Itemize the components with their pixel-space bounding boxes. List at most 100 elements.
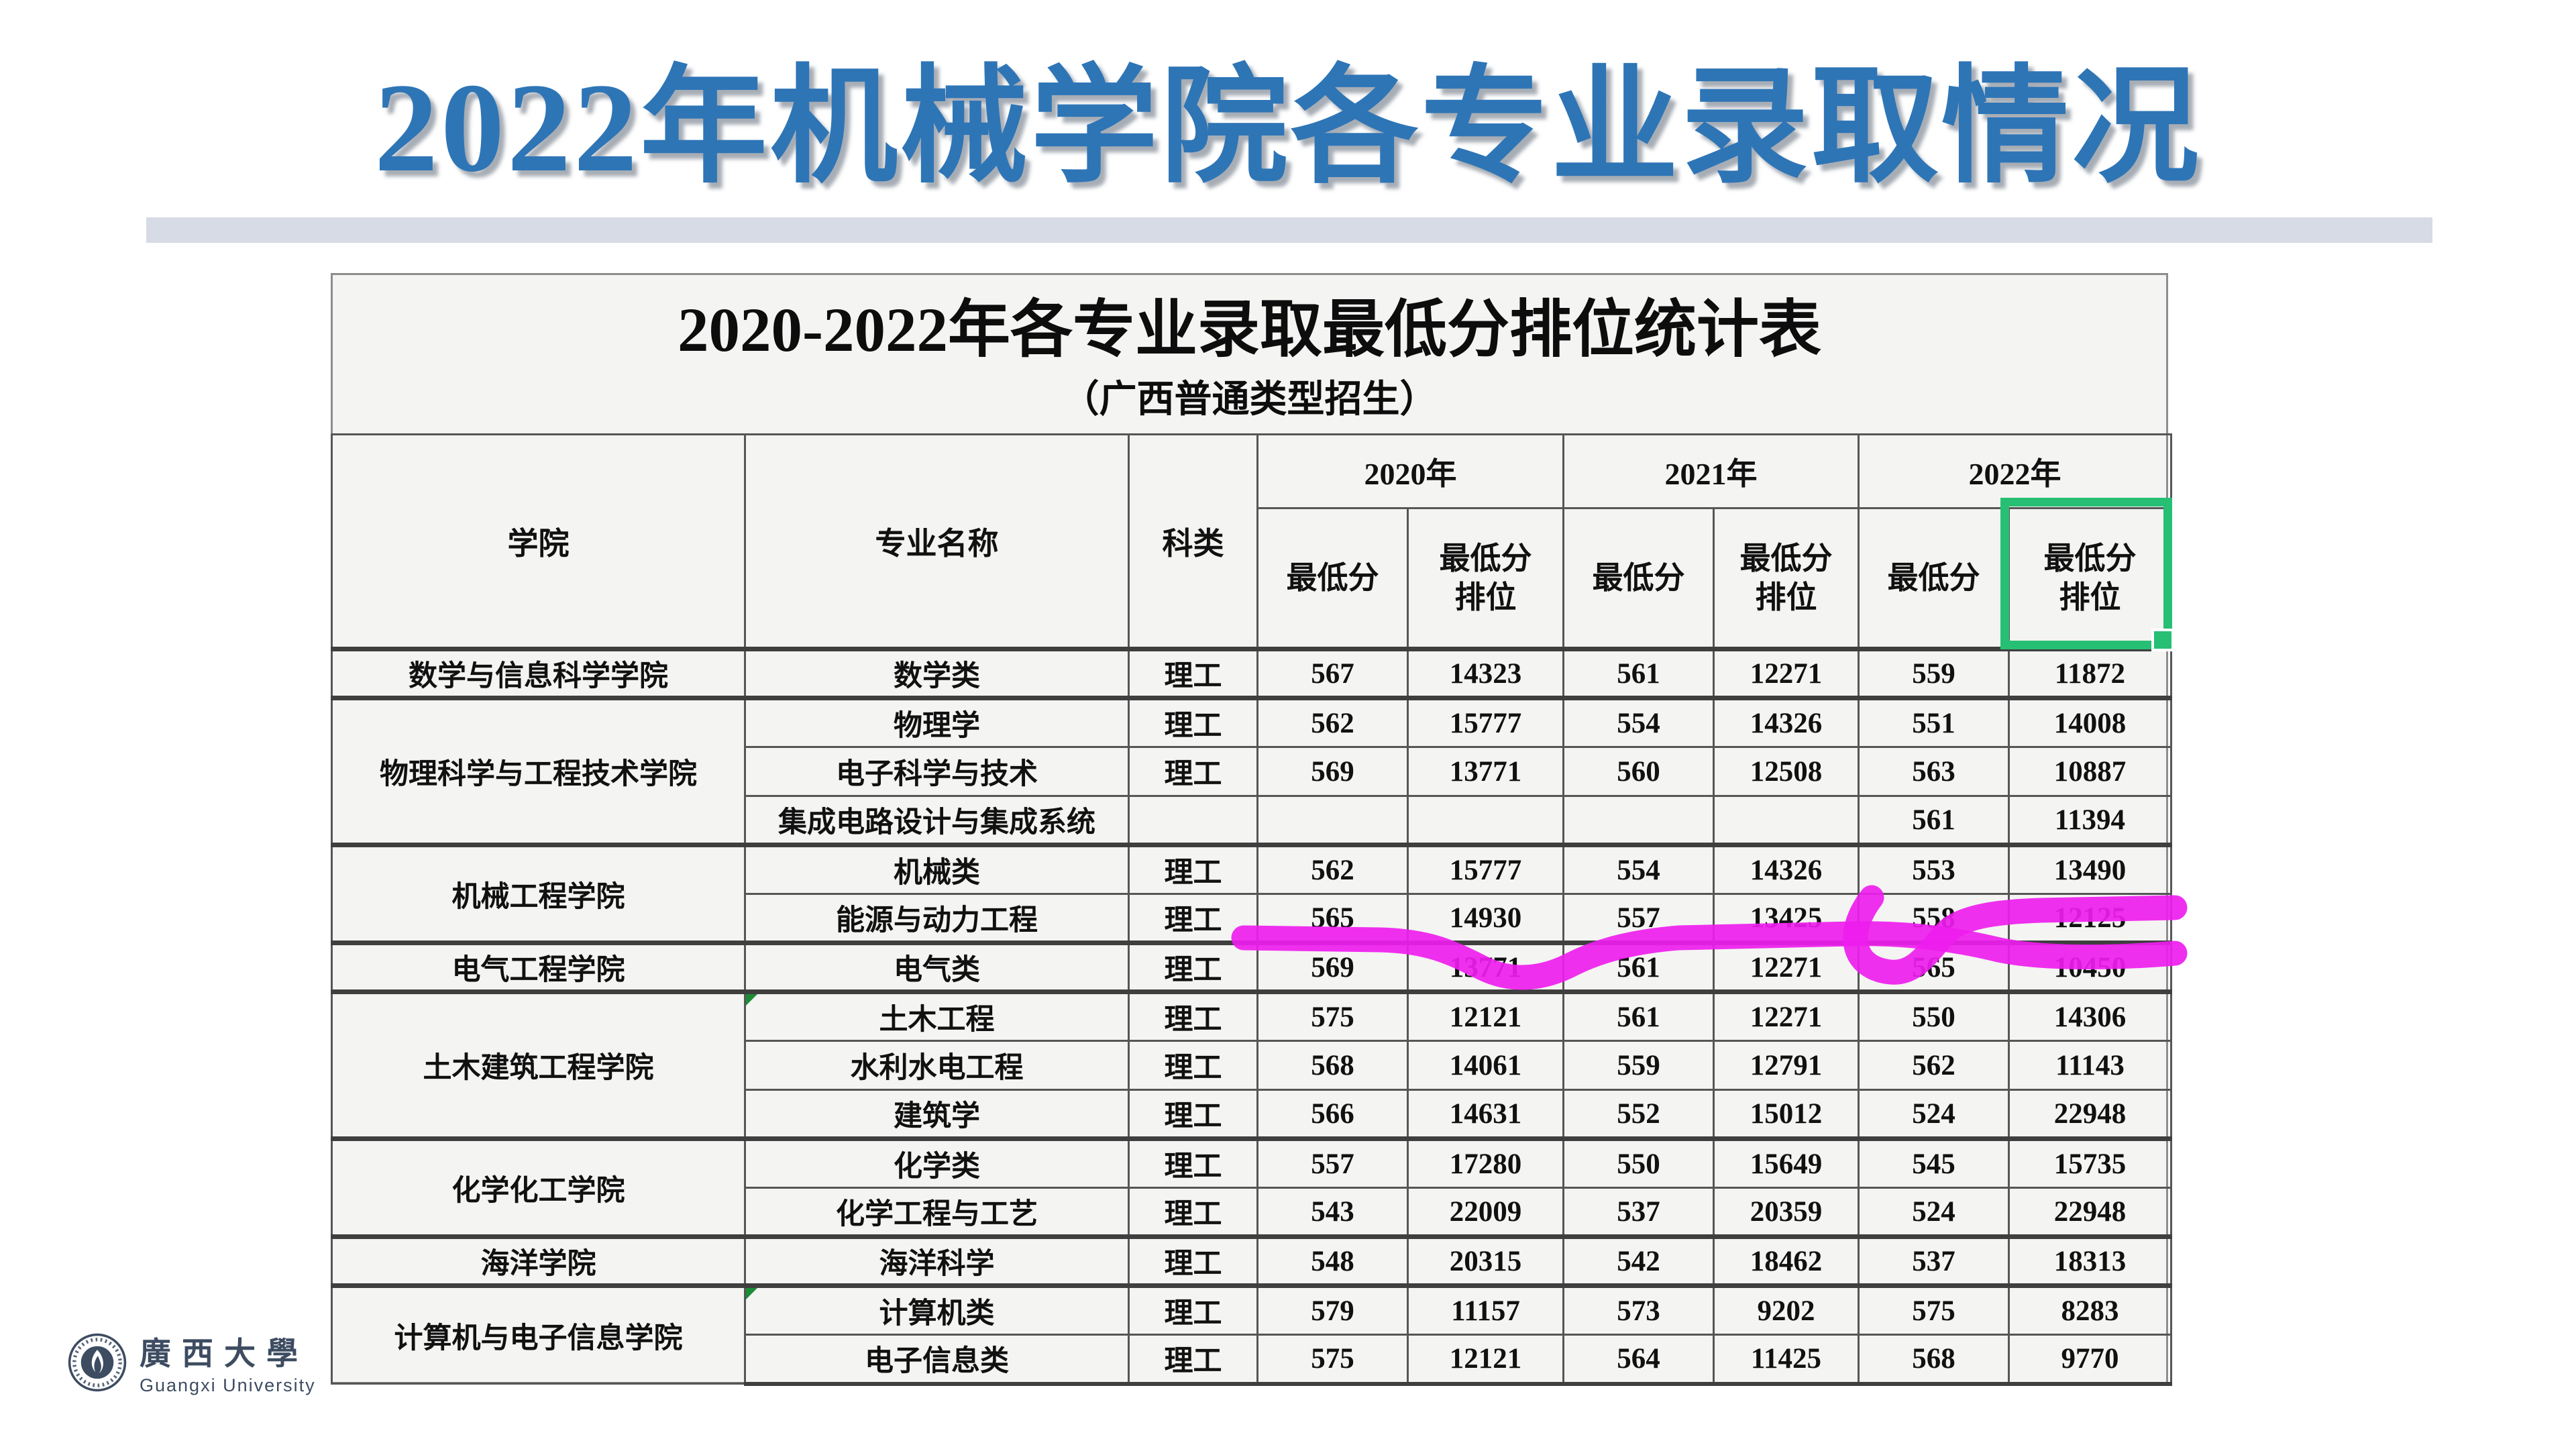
value-cell: 11425 <box>1713 1334 1860 1386</box>
category-cell: 理工 <box>1128 1040 1258 1091</box>
value-cell: 565 <box>1858 941 2010 993</box>
college-cell: 电气工程学院 <box>331 941 746 993</box>
value-cell: 12121 <box>1407 1334 1564 1386</box>
table-body: 数学与信息科学学院 数学类 理工 567 14323 561 12271 559 11872 物理… <box>331 647 2172 1386</box>
header-year-2020: 2020年 <box>1256 433 1564 509</box>
value-cell: 14631 <box>1407 1089 1564 1140</box>
value-cell: 13771 <box>1407 746 1564 797</box>
major-cell: 计算机类 <box>744 1283 1130 1336</box>
major-cell: 机械类 <box>744 843 1130 895</box>
value-cell: 15012 <box>1713 1089 1860 1140</box>
major-cell: 土木工程 <box>744 989 1130 1042</box>
value-cell: 559 <box>1562 1040 1715 1091</box>
major-cell: 电气类 <box>744 941 1130 993</box>
header-major: 专业名称 <box>744 433 1130 650</box>
table-row: 土木建筑工程学院 土木工程 理工 575 12121 561 12271 550 14306 <box>331 989 2172 1140</box>
table-row: 机械工程学院 机械类 理工 562 15777 554 14326 553 13490 <box>331 843 2172 944</box>
header-year-2022: 2022年 <box>1858 433 2172 509</box>
value-cell: 14930 <box>1407 893 1564 944</box>
major-cell: 能源与动力工程 <box>744 893 1130 944</box>
header-min-score-2022: 最低分 <box>1858 507 2010 651</box>
value-cell: 553 <box>1858 843 2010 895</box>
value-cell: 12791 <box>1713 1040 1860 1091</box>
major-cell: 水利水电工程 <box>744 1040 1130 1091</box>
major-cell: 电子信息类 <box>744 1334 1130 1386</box>
major-cell: 建筑学 <box>744 1089 1130 1140</box>
header-min-score-2020: 最低分 <box>1256 507 1409 651</box>
table-title: 2020-2022年各专业录取最低分排位统计表 <box>678 296 1821 365</box>
selection-fill-handle <box>2151 629 2174 651</box>
value-cell: 568 <box>1256 1040 1409 1091</box>
value-cell: 13771 <box>1407 941 1564 993</box>
major-cell: 数学类 <box>744 647 1130 699</box>
value-cell: 545 <box>1858 1136 2010 1189</box>
category-cell: 理工 <box>1128 696 1258 748</box>
value-cell: 565 <box>1256 893 1409 944</box>
logo-name-cn: 廣西大學 <box>140 1337 309 1372</box>
value-cell: 557 <box>1256 1136 1409 1189</box>
value-cell: 12271 <box>1713 647 1860 699</box>
table-row: 集成电路设计与集成系统 561 11394 <box>332 795 2172 846</box>
value-cell: 18313 <box>2008 1234 2172 1287</box>
cell-error-corner-icon <box>747 1290 757 1299</box>
value-cell: 562 <box>1256 843 1409 895</box>
table-row: 电子科学与技术 理工 569 13771 560 12508 563 10887 <box>332 746 2172 797</box>
value-cell: 8283 <box>2008 1283 2172 1336</box>
table-row: 计算机与电子信息学院 计算机类 理工 579 11157 573 9202 575 8283 <box>331 1283 2172 1385</box>
value-cell: 557 <box>1562 893 1715 944</box>
value-cell: 11143 <box>2008 1040 2172 1091</box>
table-row: 电气工程学院 电气类 理工 569 13771 561 12271 565 10450 <box>331 941 2172 993</box>
table-row: 建筑学 理工 566 14631 552 15012 524 22948 <box>332 1089 2172 1140</box>
college-cell: 海洋学院 <box>331 1234 746 1287</box>
value-cell: 559 <box>1858 647 2010 699</box>
selection-box <box>2000 498 2174 651</box>
table-row: 化学工程与工艺 理工 543 22009 537 20359 524 22948 <box>332 1187 2172 1238</box>
major-cell: 物理学 <box>744 696 1130 748</box>
value-cell: 10887 <box>2008 746 2172 797</box>
category-cell: 理工 <box>1128 843 1258 895</box>
value-cell: 14326 <box>1713 696 1860 748</box>
header-sub-row: 最低分 最低分 排位 最低分 最低分 排位 最低分 最低分 排位 <box>332 507 2172 651</box>
college-cell: 计算机与电子信息学院 <box>331 1283 746 1385</box>
value-cell: 579 <box>1256 1283 1409 1336</box>
value-cell: 554 <box>1562 696 1715 748</box>
value-cell: 11872 <box>2008 647 2172 699</box>
value-cell: 13490 <box>2008 843 2172 895</box>
value-cell: 9770 <box>2008 1334 2172 1386</box>
value-cell: 9202 <box>1713 1283 1860 1336</box>
value-cell: 551 <box>1858 696 2010 748</box>
value-cell: 18462 <box>1713 1234 1860 1287</box>
university-logo: 廣西大學 Guangxi University <box>67 1332 316 1396</box>
value-cell: 524 <box>1858 1187 2010 1238</box>
value-cell: 15777 <box>1407 696 1564 748</box>
value-cell: 13425 <box>1713 893 1860 944</box>
value-cell: 561 <box>1858 795 2010 846</box>
title-underline-bar <box>146 217 2432 243</box>
category-cell: 理工 <box>1128 989 1258 1042</box>
value-cell: 22009 <box>1407 1187 1564 1238</box>
value-cell: 537 <box>1858 1234 2010 1287</box>
stats-table: 学院 专业名称 科类 2020年 2021年 2022年 最低分 最低分 排位 最… <box>331 433 2172 1386</box>
value-cell: 524 <box>1858 1089 2010 1140</box>
value-cell: 552 <box>1562 1089 1715 1140</box>
value-cell: 543 <box>1256 1187 1409 1238</box>
header-college: 学院 <box>331 433 746 650</box>
value-cell: 562 <box>1256 696 1409 748</box>
header-min-rank-2021: 最低分 排位 <box>1713 507 1860 651</box>
category-cell <box>1128 795 1258 846</box>
college-cell: 化学化工学院 <box>331 1136 746 1238</box>
category-cell: 理工 <box>1128 1089 1258 1140</box>
table-row: 化学化工学院 化学类 理工 557 17280 550 15649 545 15735 <box>331 1136 2172 1238</box>
value-cell: 564 <box>1562 1334 1715 1386</box>
category-cell: 理工 <box>1128 1234 1258 1287</box>
page-title: 2022年机械学院各专业录取情况 <box>374 58 2202 199</box>
value-cell: 12508 <box>1713 746 1860 797</box>
value-cell: 20315 <box>1407 1234 1564 1287</box>
value-cell: 12125 <box>2008 893 2172 944</box>
value-cell: 15735 <box>2008 1136 2172 1189</box>
value-cell: 548 <box>1256 1234 1409 1287</box>
header-year-2021: 2021年 <box>1562 433 1860 509</box>
college-cell: 土木建筑工程学院 <box>331 989 746 1140</box>
value-cell: 15777 <box>1407 843 1564 895</box>
value-cell: 567 <box>1256 647 1409 699</box>
